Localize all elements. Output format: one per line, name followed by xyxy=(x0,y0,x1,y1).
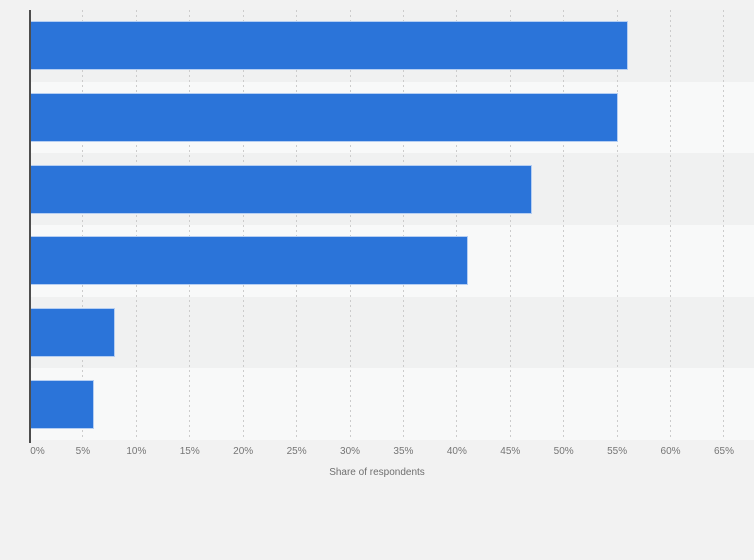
gridline xyxy=(296,10,298,440)
x-tick-label: 0% xyxy=(30,446,45,457)
x-tick-label: 30% xyxy=(340,446,361,457)
y-axis-line xyxy=(28,10,31,443)
gridline xyxy=(82,10,84,440)
gridline xyxy=(456,10,458,440)
x-tick-label: 20% xyxy=(233,446,254,457)
bar xyxy=(30,379,95,429)
bar xyxy=(30,308,116,357)
bar xyxy=(30,93,618,142)
x-tick-label: 15% xyxy=(179,446,200,457)
x-axis-title: Share of respondents xyxy=(329,467,425,478)
bar xyxy=(30,164,533,214)
bar xyxy=(30,236,469,286)
gridline xyxy=(349,10,351,440)
x-tick-label: 50% xyxy=(553,446,574,457)
gridline xyxy=(616,10,618,440)
x-tick-label: 10% xyxy=(126,446,147,457)
bar xyxy=(30,21,629,71)
gridline xyxy=(402,10,404,440)
x-tick-label: 55% xyxy=(607,446,628,457)
x-tick-label: 45% xyxy=(500,446,521,457)
gridline xyxy=(563,10,565,440)
gridline xyxy=(670,10,672,440)
x-tick-label: 60% xyxy=(660,446,681,457)
x-tick-label: 35% xyxy=(393,446,414,457)
x-tick-label: 40% xyxy=(446,446,467,457)
gridline xyxy=(509,10,511,440)
x-tick-label: 65% xyxy=(713,446,734,457)
row-stripe xyxy=(30,368,754,440)
gridline xyxy=(723,10,725,440)
row-stripe xyxy=(30,296,754,369)
gridline xyxy=(189,10,191,440)
x-tick-label: 25% xyxy=(286,446,307,457)
x-tick-label: 5% xyxy=(75,446,91,457)
gridline xyxy=(242,10,244,440)
gridline xyxy=(135,10,137,440)
